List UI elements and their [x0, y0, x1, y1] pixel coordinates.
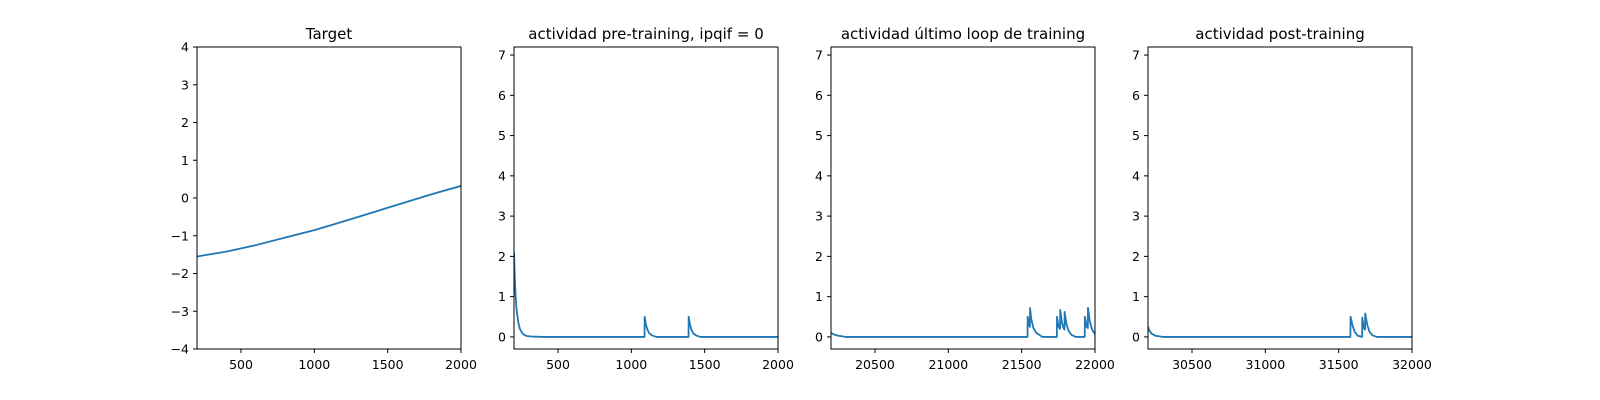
- x-tick-label: 1500: [689, 357, 721, 372]
- x-tick-label: 500: [546, 357, 570, 372]
- x-tick-label: 32000: [1392, 357, 1432, 372]
- y-tick-label: 1: [815, 289, 823, 304]
- x-tick-label: 21500: [1002, 357, 1042, 372]
- x-tick-label: 21000: [928, 357, 968, 372]
- y-tick-label: 1: [498, 289, 506, 304]
- x-tick-label: 20500: [855, 357, 895, 372]
- y-tick-label: 1: [181, 153, 189, 168]
- y-tick-label: 0: [181, 191, 189, 206]
- y-tick-label: 7: [815, 48, 823, 63]
- y-tick-label: 3: [1132, 209, 1140, 224]
- y-tick-label: 5: [498, 128, 506, 143]
- series-line: [514, 251, 778, 338]
- y-tick-label: 3: [815, 209, 823, 224]
- y-tick-label: −4: [171, 342, 189, 357]
- chart-title: actividad último loop de training: [841, 25, 1085, 43]
- y-tick-label: 0: [1132, 329, 1140, 344]
- subplot-target: Target 500 1000 1500 2000 −4 −3 −2 −1 0 1 2 3 4: [171, 25, 477, 372]
- y-tick-label: 0: [498, 329, 506, 344]
- x-tick-label: 2000: [762, 357, 794, 372]
- y-tick-label: 1: [1132, 289, 1140, 304]
- y-tick-label: 0: [815, 329, 823, 344]
- series-line: [831, 307, 1095, 338]
- x-tick-label: 2000: [445, 357, 477, 372]
- y-tick-label: 3: [498, 209, 506, 224]
- y-tick-label: −2: [171, 266, 189, 281]
- series-line: [1148, 312, 1412, 338]
- y-tick-label: 3: [181, 77, 189, 92]
- y-tick-label: 4: [498, 168, 506, 183]
- x-tick-label: 1000: [615, 357, 647, 372]
- y-tick-label: 4: [181, 40, 189, 55]
- y-tick-label: 4: [1132, 168, 1140, 183]
- x-tick-label: 31500: [1319, 357, 1359, 372]
- chart-title: Target: [305, 25, 353, 43]
- chart-title: actividad pre-training, ipqif = 0: [528, 25, 764, 43]
- y-tick-label: 2: [1132, 249, 1140, 264]
- y-tick-label: 7: [1132, 48, 1140, 63]
- x-tick-label: 500: [229, 357, 253, 372]
- x-tick-label: 1500: [372, 357, 404, 372]
- x-tick-label: 31000: [1245, 357, 1285, 372]
- y-tick-label: 2: [498, 249, 506, 264]
- axes-frame: [1147, 46, 1413, 350]
- chart-title: actividad post-training: [1195, 25, 1364, 43]
- axes-frame: [513, 46, 779, 350]
- series-line: [197, 185, 461, 258]
- y-tick-label: 6: [498, 88, 506, 103]
- y-tick-label: 2: [181, 115, 189, 130]
- x-tick-label: 1000: [298, 357, 330, 372]
- y-tick-label: 6: [1132, 88, 1140, 103]
- y-tick-label: 6: [815, 88, 823, 103]
- axes-frame: [830, 46, 1096, 350]
- subplot-pre-training: actividad pre-training, ipqif = 0 500 1000…: [498, 25, 794, 372]
- y-tick-label: −3: [171, 304, 189, 319]
- x-tick-label: 22000: [1075, 357, 1115, 372]
- y-tick-label: 2: [815, 249, 823, 264]
- y-tick-label: −1: [171, 228, 189, 243]
- y-tick-label: 5: [1132, 128, 1140, 143]
- x-tick-label: 30500: [1172, 357, 1212, 372]
- y-tick-label: 4: [815, 168, 823, 183]
- y-tick-label: 7: [498, 48, 506, 63]
- y-tick-label: 5: [815, 128, 823, 143]
